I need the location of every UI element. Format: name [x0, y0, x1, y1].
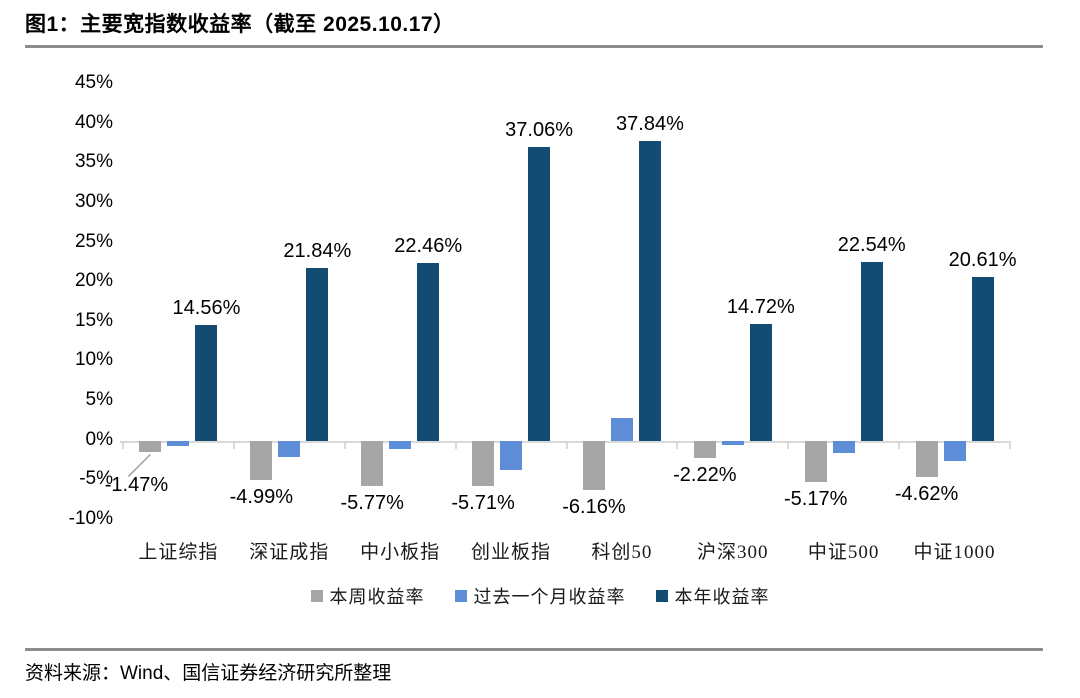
category-label-1: 深证成指 — [249, 542, 330, 563]
bar-month-0 — [167, 440, 190, 446]
source-rule — [25, 648, 1043, 651]
data-label-year-3: 37.06% — [505, 118, 573, 141]
y-axis-tick-label: 5% — [85, 389, 113, 411]
y-axis-tick-label: 35% — [74, 151, 113, 173]
category-label-3: 创业板指 — [471, 542, 552, 563]
bar-month-1 — [278, 440, 301, 457]
plot-area: 45% 40% 35% 30% 25% 20% 15% 10% 5% 0% -5% -10% -1.47… — [0, 50, 1080, 640]
data-label-week-4: -6.16% — [562, 495, 626, 518]
bar-year-0 — [195, 325, 218, 441]
data-label-year-4: 37.84% — [616, 112, 684, 135]
data-label-year-1: 21.84% — [283, 239, 352, 262]
x-axis-line — [120, 440, 1010, 443]
y-axis-tick-label: 0% — [85, 428, 113, 450]
y-axis-tick-label: 40% — [74, 111, 113, 133]
x-axis-tick-mark — [343, 440, 346, 449]
bar-week-6 — [804, 440, 827, 482]
y-axis-tick-label: -5% — [79, 468, 113, 490]
bar-year-4 — [638, 140, 661, 441]
category-label-7: 中证1000 — [913, 542, 996, 563]
x-axis-tick-mark — [787, 440, 790, 449]
category-label-4: 科创50 — [591, 542, 653, 563]
bar-week-4 — [582, 440, 605, 490]
y-axis-tick-label: -10% — [68, 508, 113, 529]
x-axis-tick-mark — [232, 440, 235, 449]
data-label-week-7: -4.62% — [894, 483, 959, 506]
chart: 45% 40% 35% 30% 25% 20% 15% 10% 5% 0% -5% -10% -1.47… — [0, 50, 1080, 640]
data-label-week-0: -1.47% — [104, 474, 169, 497]
x-axis-tick-mark — [454, 440, 457, 449]
legend-entry-year: 本年收益率 — [655, 583, 770, 609]
y-axis-tick-label: 30% — [74, 190, 113, 212]
bar-year-7 — [971, 277, 994, 441]
category-label-2: 中小板指 — [360, 542, 441, 563]
bar-month-7 — [943, 440, 966, 462]
y-axis-tick-label: 45% — [74, 72, 113, 93]
data-label-week-2: -5.77% — [340, 492, 404, 515]
x-axis-tick-mark — [676, 440, 679, 449]
data-label-week-5: -2.22% — [673, 464, 737, 487]
bar-month-3 — [500, 440, 523, 471]
y-axis-tick-label: 10% — [74, 349, 113, 371]
legend-label-week: 本周收益率 — [329, 587, 425, 607]
legend-swatch-month — [454, 590, 467, 602]
bar-week-3 — [472, 440, 495, 486]
data-label-year-6: 22.54% — [837, 234, 906, 257]
data-label-week-1: -4.99% — [229, 486, 293, 509]
legend-label-year: 本年收益率 — [674, 587, 770, 607]
x-axis-tick-mark — [122, 440, 124, 449]
bar-week-1 — [250, 440, 273, 481]
bar-year-6 — [860, 262, 883, 441]
data-label-week-6: -5.17% — [784, 487, 848, 510]
bar-week-5 — [693, 440, 716, 459]
y-axis-tick-label: 20% — [74, 270, 113, 292]
bar-week-2 — [361, 440, 384, 487]
bar-month-5 — [721, 440, 744, 446]
bar-year-1 — [306, 267, 329, 441]
bar-year-2 — [417, 262, 440, 441]
category-label-0: 上证综指 — [138, 542, 219, 563]
figure-title: 图1：主要宽指数收益率（截至 2025.10.17） — [25, 13, 455, 36]
data-label-year-2: 22.46% — [394, 234, 463, 257]
bar-month-4 — [610, 417, 633, 441]
bar-month-2 — [389, 440, 412, 450]
data-label-year-5: 14.72% — [726, 296, 795, 319]
category-label-5: 沪深300 — [697, 542, 769, 563]
bar-year-3 — [528, 146, 551, 441]
bar-year-5 — [749, 324, 772, 441]
legend-label-month: 过去一个月收益率 — [473, 587, 626, 607]
legend-swatch-week — [310, 590, 323, 602]
x-axis-tick-mark — [898, 440, 901, 449]
legend: 本周收益率 过去一个月收益率 本年收益率 — [0, 583, 1080, 609]
y-axis-tick-label: 25% — [74, 230, 113, 252]
source-note: 资料来源：Wind、国信证券经济研究所整理 — [25, 663, 392, 684]
y-axis-tick-label: 15% — [74, 309, 113, 331]
x-axis-tick-mark — [1009, 440, 1011, 449]
category-label-6: 中证500 — [807, 542, 880, 563]
bar-week-0 — [139, 440, 162, 453]
data-label-week-3: -5.71% — [451, 491, 515, 514]
legend-entry-month: 过去一个月收益率 — [454, 583, 626, 609]
x-axis-tick-mark — [565, 440, 568, 449]
data-label-year-7: 20.61% — [948, 249, 1017, 272]
legend-swatch-year — [655, 590, 668, 602]
bar-month-6 — [832, 440, 855, 453]
title-rule — [25, 45, 1043, 48]
data-label-year-0: 14.56% — [172, 297, 241, 320]
legend-entry-week: 本周收益率 — [310, 583, 425, 609]
bar-week-7 — [915, 440, 938, 478]
